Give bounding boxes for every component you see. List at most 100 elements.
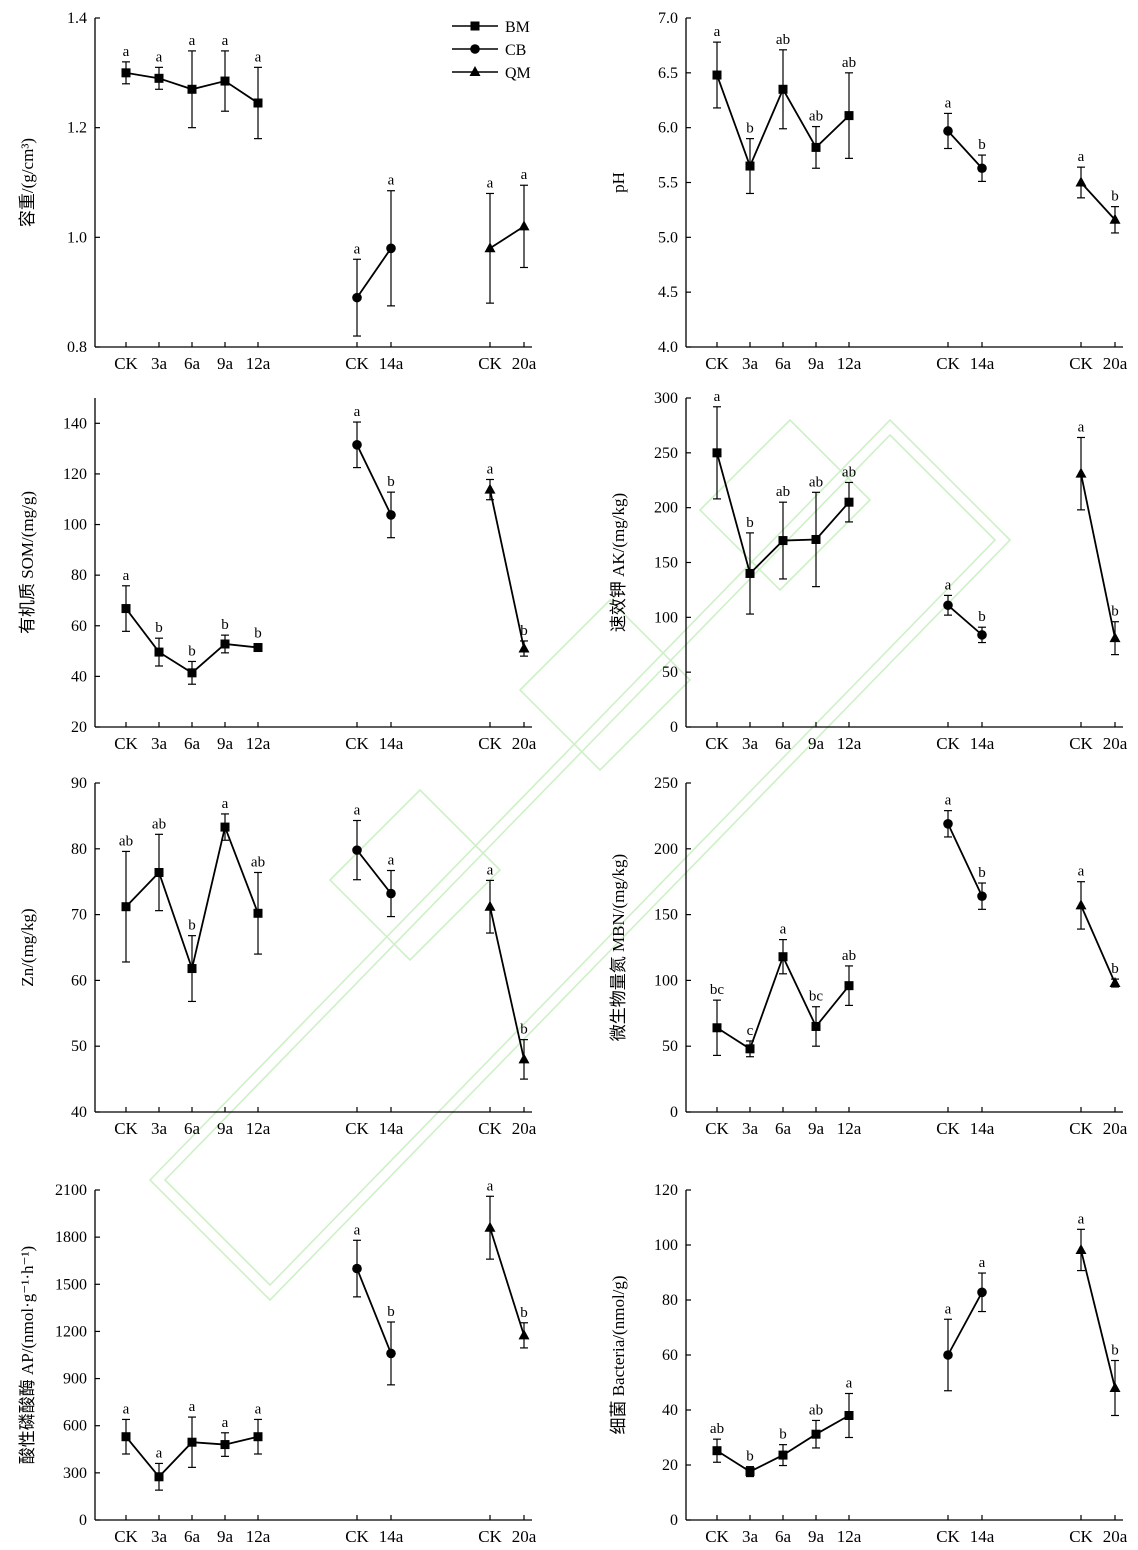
x-tick-label: 14a (379, 1527, 404, 1546)
y-tick-label: 300 (654, 390, 678, 407)
data-point (220, 76, 230, 86)
data-point (977, 163, 987, 174)
x-tick-label: 3a (151, 1527, 168, 1546)
significance-label: a (487, 1178, 494, 1194)
significance-label: a (255, 1401, 262, 1417)
series-QM: ab (1075, 419, 1121, 656)
significance-label: a (354, 404, 361, 420)
x-tick-label: CK (114, 354, 138, 373)
y-tick-label: 80 (71, 841, 87, 858)
data-point (121, 1432, 131, 1442)
data-point (484, 1221, 496, 1232)
significance-label: b (387, 474, 395, 490)
significance-label: b (387, 1304, 395, 1320)
series-CB: ab (943, 95, 987, 183)
legend-label: CB (505, 42, 526, 59)
significance-label: b (978, 865, 986, 881)
significance-label: a (222, 33, 229, 49)
significance-label: a (156, 1445, 163, 1461)
significance-label: a (487, 175, 494, 191)
panel-bulk-density: 0.8 1.0 1.2 1.4 CK 3a 6a 9a 12a CK 14a CK 20a 容重/(g/c… (18, 10, 537, 373)
data-point (253, 908, 263, 918)
significance-label: a (354, 803, 361, 819)
series-QM: ab (1075, 149, 1121, 234)
data-point (977, 1287, 987, 1298)
y-tick-label: 1200 (55, 1323, 87, 1340)
x-tick-label: 14a (379, 1119, 404, 1138)
x-tick-label: 9a (217, 1119, 234, 1138)
y-axis-title: Zn/(mg/kg) (18, 908, 37, 986)
legend: BM CB QM (452, 19, 531, 82)
data-point (386, 243, 396, 254)
x-tick-label: CK (1069, 1527, 1093, 1546)
significance-label: ab (842, 55, 856, 71)
x-tick-label: 14a (970, 1527, 995, 1546)
significance-label: a (156, 49, 163, 65)
x-tick-label: 20a (1103, 1527, 1128, 1546)
x-tick-label: CK (478, 734, 502, 753)
data-point (187, 668, 197, 678)
x-tick-label: 9a (217, 1527, 234, 1546)
data-point (778, 84, 788, 94)
series-BM: a a a a a (121, 1399, 263, 1491)
data-point (121, 902, 131, 912)
series-line (1080, 1249, 1116, 1389)
significance-label: a (222, 1415, 229, 1431)
data-point (187, 84, 197, 94)
data-point (352, 440, 362, 450)
series-line (947, 604, 983, 636)
series-CB: ab (943, 577, 987, 644)
data-point (1075, 899, 1087, 910)
data-point (187, 964, 197, 974)
y-tick-label: 250 (654, 445, 678, 462)
series-line (489, 489, 525, 649)
series-line (356, 1268, 392, 1354)
x-tick-label: 6a (775, 354, 792, 373)
y-tick-label: 900 (63, 1371, 87, 1388)
y-tick-label: 150 (654, 555, 678, 572)
data-point (121, 604, 131, 614)
x-tick-label: 3a (742, 734, 759, 753)
y-tick-label: 5.0 (658, 229, 678, 246)
significance-label: a (1078, 419, 1085, 435)
y-tick-label: 40 (71, 1104, 87, 1121)
significance-label: a (1078, 1211, 1085, 1227)
significance-label: a (222, 796, 229, 812)
y-tick-label: 140 (63, 415, 87, 432)
data-point (811, 142, 821, 152)
x-tick-label: CK (345, 734, 369, 753)
x-tick-label: CK (478, 354, 502, 373)
x-tick-label: 12a (246, 354, 271, 373)
series-line (947, 1291, 983, 1356)
data-point (253, 643, 263, 653)
significance-label: b (1111, 189, 1119, 205)
x-tick-label: 20a (512, 734, 537, 753)
series-QM: aa (484, 167, 530, 304)
y-tick-label: 1.2 (67, 120, 87, 137)
significance-label: a (714, 24, 721, 40)
x-tick-label: 9a (808, 354, 825, 373)
significance-label: a (388, 173, 395, 189)
x-tick-label: 14a (970, 1119, 995, 1138)
significance-label: c (747, 1023, 754, 1039)
y-tick-label: 100 (654, 609, 678, 626)
significance-label: a (1078, 149, 1085, 165)
x-tick-label: 6a (775, 734, 792, 753)
data-point (220, 1440, 230, 1450)
y-tick-label: 7.0 (658, 10, 678, 27)
y-tick-label: 0 (670, 719, 678, 736)
significance-label: a (945, 95, 952, 111)
data-point (220, 639, 230, 649)
significance-label: a (979, 1255, 986, 1271)
significance-label: a (945, 793, 952, 809)
significance-label: b (746, 515, 754, 531)
significance-label: b (1111, 961, 1119, 977)
y-tick-label: 0.8 (67, 339, 87, 356)
y-tick-label: 5.5 (658, 175, 678, 192)
x-tick-label: CK (114, 734, 138, 753)
series-BM: bc c a bc ab (710, 922, 856, 1058)
y-tick-label: 1.0 (67, 229, 87, 246)
series-line (947, 130, 983, 169)
data-point (745, 568, 755, 578)
